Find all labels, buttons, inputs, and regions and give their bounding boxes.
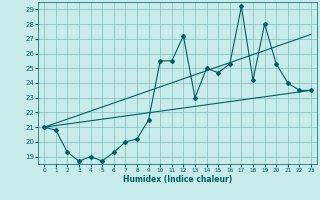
X-axis label: Humidex (Indice chaleur): Humidex (Indice chaleur) bbox=[123, 175, 232, 184]
